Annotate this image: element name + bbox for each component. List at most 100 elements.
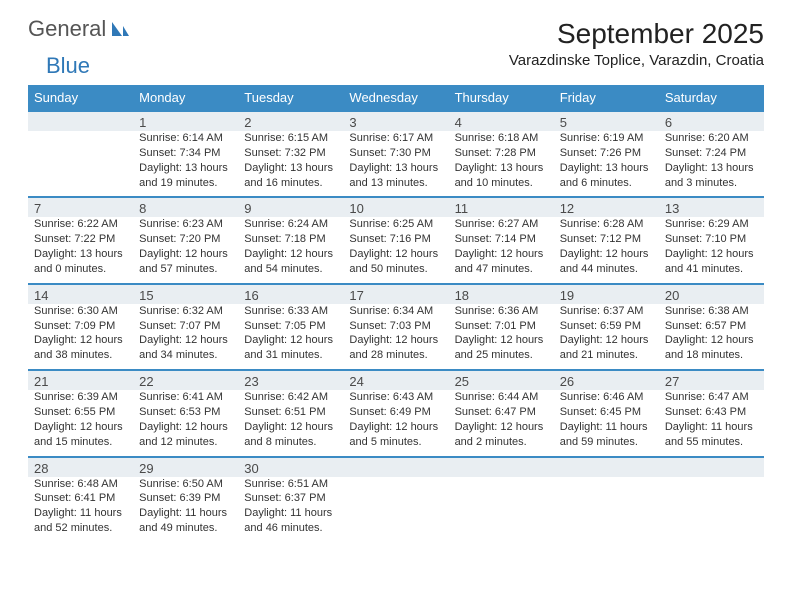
day-number-cell: 30 <box>238 457 343 477</box>
sunset-line: Sunset: 7:28 PM <box>455 147 536 159</box>
day-data-cell <box>449 477 554 542</box>
sunset-line: Sunset: 7:22 PM <box>34 233 115 245</box>
sunset-line: Sunset: 7:10 PM <box>665 233 746 245</box>
sunset-line: Sunset: 7:07 PM <box>139 320 220 332</box>
daylight-line: Daylight: 12 hours and 54 minutes. <box>244 248 333 275</box>
day-header: Tuesday <box>238 85 343 111</box>
day-number-cell: 28 <box>28 457 133 477</box>
daylight-line: Daylight: 12 hours and 5 minutes. <box>349 421 438 448</box>
sunset-line: Sunset: 7:20 PM <box>139 233 220 245</box>
day-data-cell: Sunrise: 6:33 AMSunset: 7:05 PMDaylight:… <box>238 304 343 370</box>
day-number-cell: 17 <box>343 284 448 304</box>
day-data-cell <box>659 477 764 542</box>
day-data-cell: Sunrise: 6:47 AMSunset: 6:43 PMDaylight:… <box>659 390 764 456</box>
sunrise-line: Sunrise: 6:30 AM <box>34 305 118 317</box>
sunrise-line: Sunrise: 6:48 AM <box>34 478 118 490</box>
day-number-row: 78910111213 <box>28 197 764 217</box>
sunrise-line: Sunrise: 6:37 AM <box>560 305 644 317</box>
sunrise-line: Sunrise: 6:47 AM <box>665 391 749 403</box>
day-number-cell: 26 <box>554 370 659 390</box>
day-data-cell: Sunrise: 6:30 AMSunset: 7:09 PMDaylight:… <box>28 304 133 370</box>
day-data-cell: Sunrise: 6:43 AMSunset: 6:49 PMDaylight:… <box>343 390 448 456</box>
day-number-cell: 9 <box>238 197 343 217</box>
brand-part1: General <box>28 18 106 40</box>
day-header: Sunday <box>28 85 133 111</box>
day-number-cell <box>659 457 764 477</box>
sunset-line: Sunset: 7:14 PM <box>455 233 536 245</box>
day-number-cell: 27 <box>659 370 764 390</box>
day-data-cell: Sunrise: 6:42 AMSunset: 6:51 PMDaylight:… <box>238 390 343 456</box>
sunset-line: Sunset: 6:59 PM <box>560 320 641 332</box>
day-number-cell <box>449 457 554 477</box>
day-data-row: Sunrise: 6:14 AMSunset: 7:34 PMDaylight:… <box>28 131 764 197</box>
day-number-cell: 14 <box>28 284 133 304</box>
day-number-cell: 5 <box>554 111 659 131</box>
day-data-cell: Sunrise: 6:23 AMSunset: 7:20 PMDaylight:… <box>133 217 238 283</box>
sunrise-line: Sunrise: 6:36 AM <box>455 305 539 317</box>
day-data-cell: Sunrise: 6:38 AMSunset: 6:57 PMDaylight:… <box>659 304 764 370</box>
sunset-line: Sunset: 7:32 PM <box>244 147 325 159</box>
daylight-line: Daylight: 12 hours and 47 minutes. <box>455 248 544 275</box>
day-number-row: 21222324252627 <box>28 370 764 390</box>
sunset-line: Sunset: 6:45 PM <box>560 406 641 418</box>
sunset-line: Sunset: 6:41 PM <box>34 492 115 504</box>
day-data-cell: Sunrise: 6:34 AMSunset: 7:03 PMDaylight:… <box>343 304 448 370</box>
day-number-cell: 18 <box>449 284 554 304</box>
day-number-row: 14151617181920 <box>28 284 764 304</box>
sunrise-line: Sunrise: 6:28 AM <box>560 218 644 230</box>
sunrise-line: Sunrise: 6:15 AM <box>244 132 328 144</box>
daylight-line: Daylight: 11 hours and 49 minutes. <box>139 507 227 534</box>
brand-logo: General <box>28 18 130 40</box>
day-data-cell: Sunrise: 6:39 AMSunset: 6:55 PMDaylight:… <box>28 390 133 456</box>
sunset-line: Sunset: 6:55 PM <box>34 406 115 418</box>
daylight-line: Daylight: 12 hours and 18 minutes. <box>665 334 754 361</box>
day-number-cell: 25 <box>449 370 554 390</box>
day-data-cell <box>343 477 448 542</box>
day-data-cell: Sunrise: 6:24 AMSunset: 7:18 PMDaylight:… <box>238 217 343 283</box>
day-number-cell <box>28 111 133 131</box>
sunrise-line: Sunrise: 6:33 AM <box>244 305 328 317</box>
title-block: September 2025 Varazdinske Toplice, Vara… <box>509 18 764 69</box>
day-number-cell: 16 <box>238 284 343 304</box>
sunset-line: Sunset: 7:16 PM <box>349 233 430 245</box>
day-data-cell: Sunrise: 6:27 AMSunset: 7:14 PMDaylight:… <box>449 217 554 283</box>
sunset-line: Sunset: 7:18 PM <box>244 233 325 245</box>
day-header: Friday <box>554 85 659 111</box>
day-number-cell: 22 <box>133 370 238 390</box>
daylight-line: Daylight: 12 hours and 12 minutes. <box>139 421 228 448</box>
sunrise-line: Sunrise: 6:39 AM <box>34 391 118 403</box>
day-number-cell: 4 <box>449 111 554 131</box>
day-number-cell: 13 <box>659 197 764 217</box>
sunset-line: Sunset: 7:24 PM <box>665 147 746 159</box>
daylight-line: Daylight: 12 hours and 34 minutes. <box>139 334 228 361</box>
day-data-cell: Sunrise: 6:50 AMSunset: 6:39 PMDaylight:… <box>133 477 238 542</box>
daylight-line: Daylight: 13 hours and 0 minutes. <box>34 248 123 275</box>
sunset-line: Sunset: 6:53 PM <box>139 406 220 418</box>
day-data-cell: Sunrise: 6:29 AMSunset: 7:10 PMDaylight:… <box>659 217 764 283</box>
sunrise-line: Sunrise: 6:29 AM <box>665 218 749 230</box>
sunrise-line: Sunrise: 6:19 AM <box>560 132 644 144</box>
sunset-line: Sunset: 6:39 PM <box>139 492 220 504</box>
daylight-line: Daylight: 12 hours and 44 minutes. <box>560 248 649 275</box>
daylight-line: Daylight: 11 hours and 46 minutes. <box>244 507 332 534</box>
day-data-cell: Sunrise: 6:17 AMSunset: 7:30 PMDaylight:… <box>343 131 448 197</box>
day-data-cell <box>554 477 659 542</box>
day-number-cell: 29 <box>133 457 238 477</box>
location-subtitle: Varazdinske Toplice, Varazdin, Croatia <box>509 52 764 69</box>
day-header: Thursday <box>449 85 554 111</box>
sunset-line: Sunset: 6:37 PM <box>244 492 325 504</box>
calendar-page: General September 2025 Varazdinske Topli… <box>0 0 792 552</box>
day-data-cell: Sunrise: 6:48 AMSunset: 6:41 PMDaylight:… <box>28 477 133 542</box>
day-data-cell: Sunrise: 6:25 AMSunset: 7:16 PMDaylight:… <box>343 217 448 283</box>
day-data-row: Sunrise: 6:22 AMSunset: 7:22 PMDaylight:… <box>28 217 764 283</box>
day-data-cell: Sunrise: 6:20 AMSunset: 7:24 PMDaylight:… <box>659 131 764 197</box>
day-number-cell: 11 <box>449 197 554 217</box>
calendar-header-row: SundayMondayTuesdayWednesdayThursdayFrid… <box>28 85 764 111</box>
sunrise-line: Sunrise: 6:43 AM <box>349 391 433 403</box>
daylight-line: Daylight: 12 hours and 50 minutes. <box>349 248 438 275</box>
day-number-cell: 7 <box>28 197 133 217</box>
daylight-line: Daylight: 12 hours and 8 minutes. <box>244 421 333 448</box>
sail-icon <box>110 20 130 38</box>
daylight-line: Daylight: 11 hours and 59 minutes. <box>560 421 648 448</box>
sunrise-line: Sunrise: 6:42 AM <box>244 391 328 403</box>
